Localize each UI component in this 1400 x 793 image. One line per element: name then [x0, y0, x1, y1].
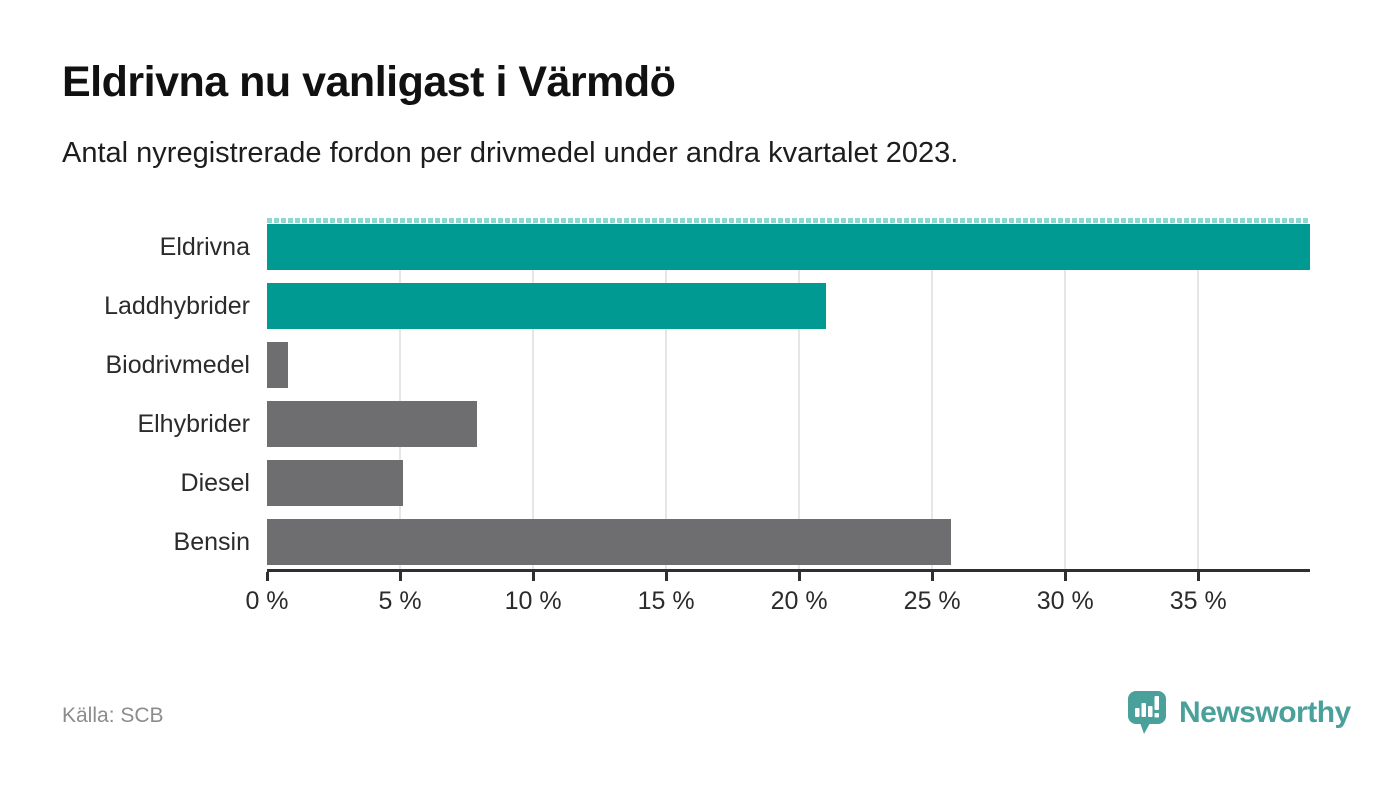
tick-mark-20: [798, 572, 802, 581]
tick-mark-0: [266, 572, 269, 581]
tick-label-0: 0 %: [245, 587, 289, 615]
gridline-10: [532, 218, 535, 569]
newsworthy-logo: Newsworthy: [1128, 691, 1351, 735]
gridline-5: [399, 218, 402, 569]
category-axis: Eldrivna Laddhybrider Biodrivmedel Elhybrid…: [0, 218, 250, 569]
newsworthy-wordmark: Newsworthy: [1179, 696, 1351, 729]
tick-mark-25: [931, 572, 935, 581]
tick-label-30: 30 %: [1036, 587, 1094, 615]
category-label-biodrivmedel: Biodrivmedel: [105, 351, 250, 379]
chart-title: Eldrivna nu vanligast i Värmdö: [62, 58, 676, 106]
tick-mark-5: [399, 572, 403, 581]
category-label-bensin: Bensin: [173, 528, 250, 556]
category-label-elhybrider: Elhybrider: [137, 410, 250, 438]
gridline-15: [665, 218, 668, 569]
gridline-35: [1197, 218, 1200, 569]
tick-label-5: 5 %: [378, 587, 422, 615]
cut-indicator-dashes: [267, 218, 1310, 223]
tick-label-15: 15 %: [637, 587, 695, 615]
newsworthy-bubble-icon: [1128, 691, 1166, 735]
tick-label-10: 10 %: [504, 587, 562, 615]
bar-biodrivmedel: [267, 342, 289, 388]
bar-bensin: [267, 519, 951, 565]
bar-laddhybrider: [267, 283, 826, 329]
tick-mark-15: [665, 572, 669, 581]
tick-label-20: 20 %: [770, 587, 828, 615]
gridline-20: [798, 218, 801, 569]
tick-mark-30: [1064, 572, 1068, 581]
tick-label-35: 35 %: [1169, 587, 1227, 615]
tick-mark-35: [1197, 572, 1201, 581]
category-label-laddhybrider: Laddhybrider: [104, 292, 250, 320]
x-axis-line: [267, 569, 1310, 572]
tick-label-25: 25 %: [903, 587, 961, 615]
category-label-eldrivna: Eldrivna: [159, 233, 250, 261]
source-note: Källa: SCB: [62, 704, 164, 727]
bar-elhybrider: [267, 401, 478, 447]
chart-subtitle: Antal nyregistrerade fordon per drivmede…: [62, 137, 959, 169]
bar-eldrivna: [267, 224, 1310, 270]
gridline-25: [931, 218, 934, 569]
category-label-diesel: Diesel: [180, 469, 250, 497]
plot-area: [267, 218, 1310, 569]
x-axis: 0 % 5 % 10 % 15 % 20 % 25 % 30 % 35 %: [245, 569, 1310, 619]
gridline-30: [1064, 218, 1067, 569]
bar-diesel: [267, 460, 403, 506]
tick-mark-10: [532, 572, 536, 581]
